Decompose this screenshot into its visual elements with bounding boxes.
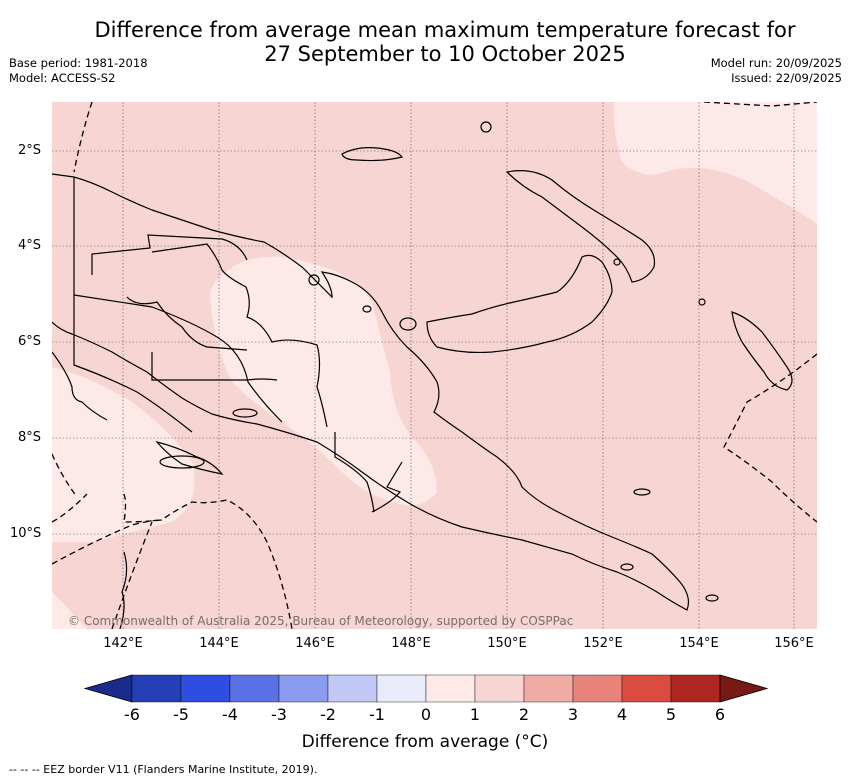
colorbar-tick-label: 4 bbox=[616, 705, 628, 724]
colorbar bbox=[84, 674, 768, 703]
lon-label-148e: 148°E bbox=[391, 636, 431, 651]
eez-legend-note: -- -- -- EEZ border V11 (Flanders Marine… bbox=[9, 763, 318, 776]
lon-label-150e: 150°E bbox=[487, 636, 527, 651]
colorbar-tick-label: -4 bbox=[222, 705, 238, 724]
meta-left: Base period: 1981-2018 Model: ACCESS-S2 bbox=[9, 56, 148, 86]
colorbar-cell bbox=[229, 674, 280, 703]
colorbar-tick-label: 3 bbox=[567, 705, 579, 724]
lon-label-144e: 144°E bbox=[199, 636, 239, 651]
anomaly-field-0-1-west bbox=[52, 367, 195, 542]
new-britain-coast bbox=[426, 254, 613, 354]
gridlines bbox=[52, 102, 817, 629]
map-title: Difference from average mean maximum tem… bbox=[60, 18, 830, 66]
model-run: Model run: 20/09/2025 bbox=[710, 56, 842, 70]
colorbar-tick-label: -2 bbox=[320, 705, 336, 724]
colorbar-tick-label: -5 bbox=[173, 705, 189, 724]
colorbar-cell bbox=[474, 674, 525, 703]
new-guinea-coast bbox=[52, 173, 690, 611]
lat-label-10s: 10°S bbox=[10, 526, 42, 541]
lon-label-156e: 156°E bbox=[774, 636, 814, 651]
eez-borders bbox=[52, 102, 817, 629]
png-border-west bbox=[73, 177, 193, 433]
colorbar-cell bbox=[180, 674, 231, 703]
anomaly-field-0-1-southwest bbox=[52, 592, 87, 629]
colorbar-cell bbox=[621, 674, 672, 703]
lat-label-2s: 2°S bbox=[18, 143, 42, 158]
colorbar-cell bbox=[523, 674, 574, 703]
coastlines bbox=[52, 121, 793, 629]
map-canvas bbox=[52, 102, 817, 629]
base-period: Base period: 1981-2018 bbox=[9, 56, 148, 70]
colorbar-tick-label: 1 bbox=[469, 705, 481, 724]
title-line-1: Difference from average mean maximum tem… bbox=[94, 18, 796, 42]
anomaly-field-0-1-northeast bbox=[613, 102, 817, 224]
colorbar-cell bbox=[572, 674, 623, 703]
lon-label-142e: 142°E bbox=[103, 636, 143, 651]
title-line-2: 27 September to 10 October 2025 bbox=[264, 42, 626, 66]
colorbar-cell bbox=[278, 674, 329, 703]
lon-label-154e: 154°E bbox=[679, 636, 719, 651]
colorbar-cell bbox=[327, 674, 378, 703]
colorbar-tick-label: 0 bbox=[420, 705, 432, 724]
anomaly-field-1-2 bbox=[52, 102, 817, 629]
colorbar-extend-low bbox=[84, 674, 133, 703]
lon-label-152e: 152°E bbox=[583, 636, 623, 651]
bougainville-coast bbox=[731, 311, 793, 391]
colorbar-cell bbox=[376, 674, 427, 703]
manus-coast bbox=[341, 147, 404, 162]
colorbar-tick-label: -1 bbox=[369, 705, 385, 724]
meta-right: Model run: 20/09/2025 Issued: 22/09/2025 bbox=[711, 56, 842, 86]
colorbar-extend-high bbox=[719, 674, 768, 703]
anomaly-field-0-1-highlands bbox=[210, 256, 437, 506]
copyright-note: © Commonwealth of Australia 2025, Bureau… bbox=[68, 614, 574, 628]
lat-label-6s: 6°S bbox=[18, 334, 42, 349]
issued-date: Issued: 22/09/2025 bbox=[731, 71, 842, 85]
colorbar-tick-label: 2 bbox=[518, 705, 530, 724]
model-name: Model: ACCESS-S2 bbox=[9, 71, 116, 85]
colorbar-title: Difference from average (°C) bbox=[301, 732, 549, 752]
colorbar-cell bbox=[425, 674, 476, 703]
colorbar-tick-label: 5 bbox=[665, 705, 677, 724]
colorbar-cell bbox=[131, 674, 182, 703]
new-ireland-coast bbox=[505, 170, 656, 283]
colorbar-cells bbox=[84, 674, 768, 703]
colorbar-cell bbox=[670, 674, 721, 703]
map-area: © Commonwealth of Australia 2025, Bureau… bbox=[52, 102, 817, 629]
lat-label-8s: 8°S bbox=[18, 430, 42, 445]
lon-label-146e: 146°E bbox=[295, 636, 335, 651]
colorbar-tick-label: -6 bbox=[124, 705, 140, 724]
colorbar-tick-label: -3 bbox=[271, 705, 287, 724]
colorbar-tick-label: 6 bbox=[714, 705, 726, 724]
lat-label-4s: 4°S bbox=[18, 238, 42, 253]
